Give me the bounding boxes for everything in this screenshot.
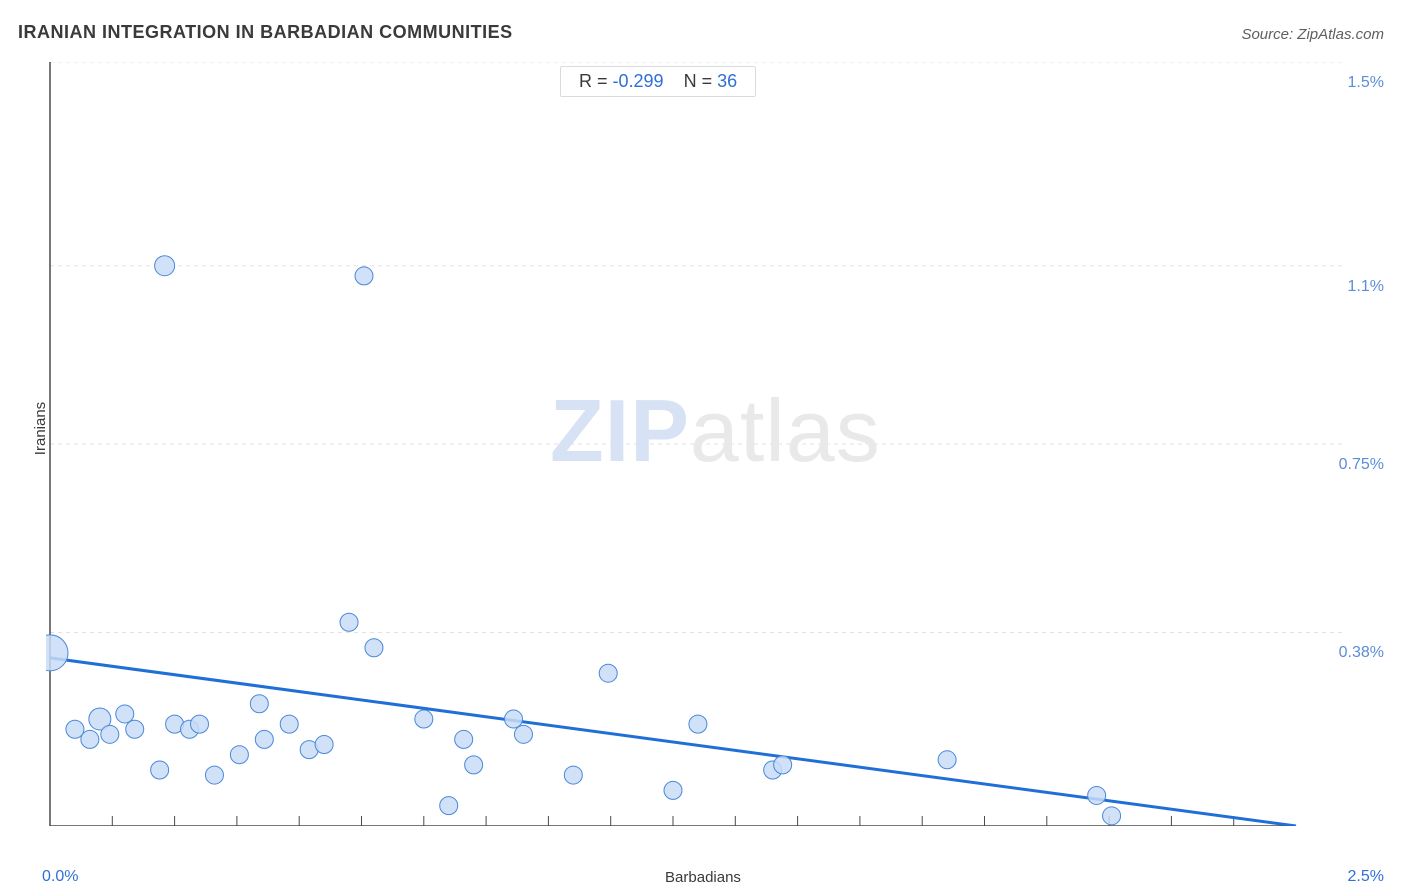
scatter-chart — [46, 62, 1346, 826]
y-tick-label: 1.1% — [1348, 278, 1384, 296]
chart-container: IRANIAN INTEGRATION IN BARBADIAN COMMUNI… — [0, 0, 1406, 892]
y-tick-label: 0.75% — [1339, 456, 1384, 474]
n-value: 36 — [717, 71, 737, 91]
source-attribution: Source: ZipAtlas.com — [1241, 26, 1384, 43]
r-value: -0.299 — [613, 71, 664, 91]
r-label: R = — [579, 71, 613, 91]
y-tick-label: 0.38% — [1339, 644, 1384, 662]
x-axis-label: Barbadians — [0, 869, 1406, 886]
y-tick-label: 1.5% — [1348, 74, 1384, 92]
stats-box: R = -0.299 N = 36 — [560, 66, 756, 97]
x-axis-origin: 0.0% — [42, 868, 78, 886]
chart-title: IRANIAN INTEGRATION IN BARBADIAN COMMUNI… — [18, 22, 513, 43]
n-label: N = — [684, 71, 718, 91]
x-axis-max: 2.5% — [1348, 868, 1384, 886]
